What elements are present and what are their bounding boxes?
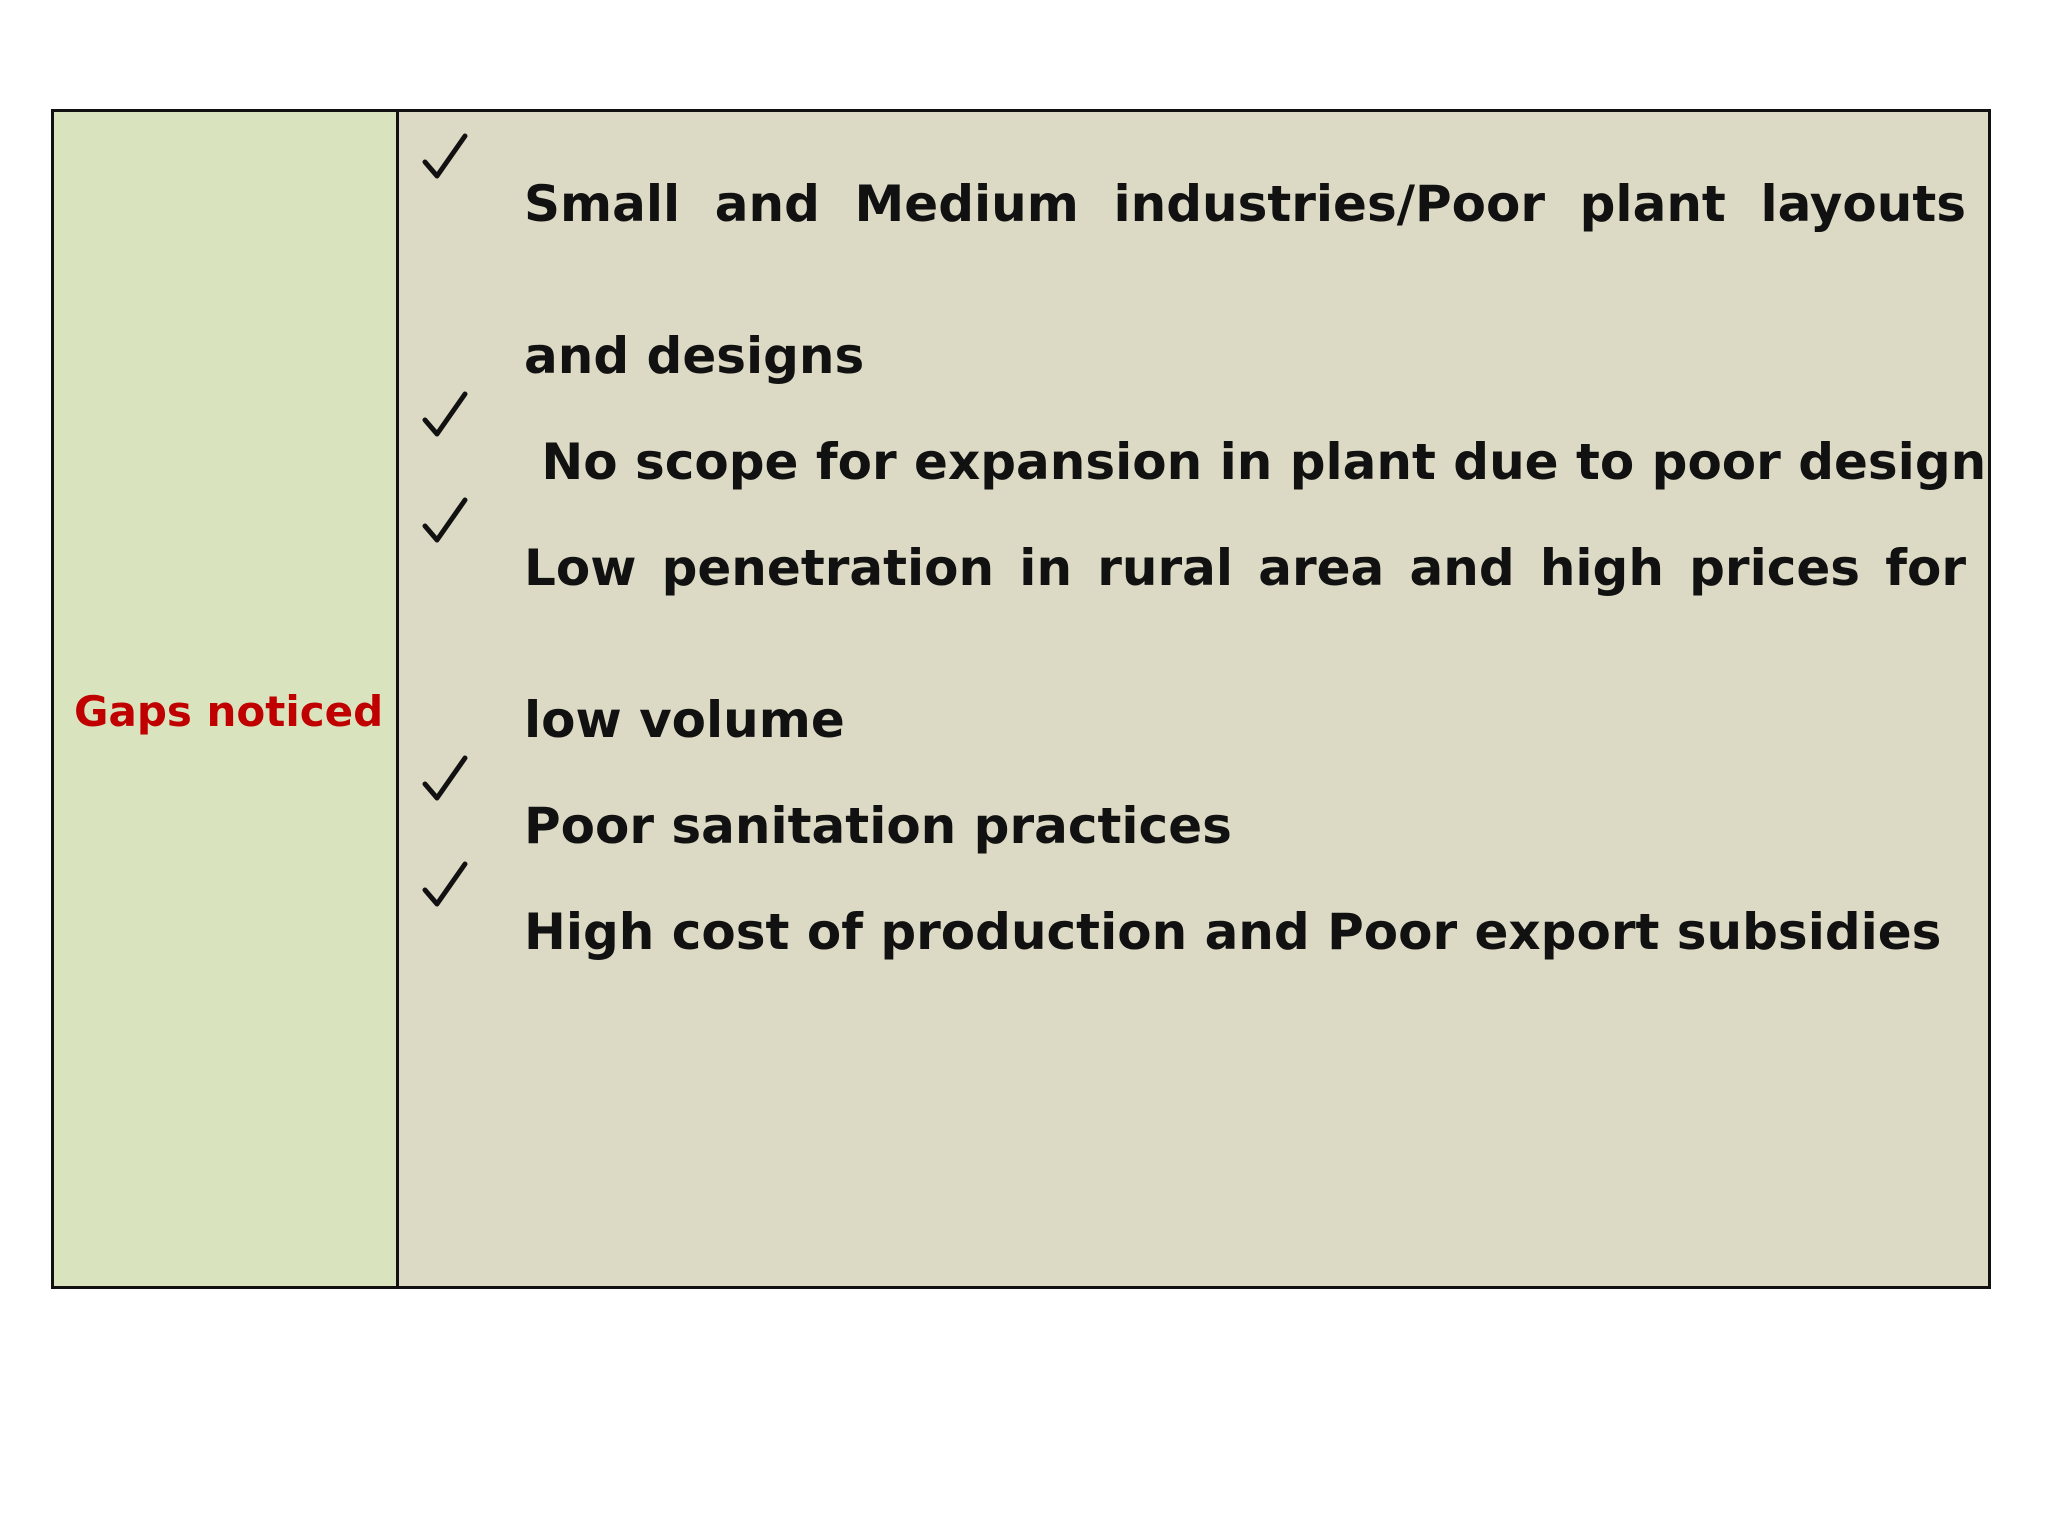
list-item-text: Small and Medium industries/Poor plant l… [524, 175, 1966, 385]
gaps-noticed-label: Gaps noticed [74, 687, 384, 736]
list-item-text: Low penetration in rural area and high p… [524, 539, 1966, 749]
list-item: High cost of production and Poor export … [399, 856, 1966, 1008]
gaps-table: Gaps noticed Small and Medium industries… [51, 109, 1991, 1289]
label-cell: Gaps noticed [54, 112, 399, 1286]
list-item-text: Poor sanitation practices [524, 797, 1232, 855]
list-item-text: No scope for expansion in plant due to p… [524, 433, 1987, 491]
list-item: No scope for expansion in plant due to p… [399, 386, 1987, 538]
list-item: Low penetration in rural area and high p… [399, 492, 1966, 796]
content-cell: Small and Medium industries/Poor plant l… [399, 112, 1988, 1286]
check-mark-icon [422, 133, 468, 179]
check-mark-icon [422, 755, 468, 801]
gaps-list: Small and Medium industries/Poor plant l… [399, 133, 1987, 1008]
list-item-text: High cost of production and Poor export … [524, 903, 1942, 961]
list-item: Poor sanitation practices [399, 750, 1966, 902]
check-mark-icon [422, 861, 468, 907]
check-mark-icon [422, 497, 468, 543]
check-mark-icon [422, 391, 468, 437]
list-item: Small and Medium industries/Poor plant l… [399, 128, 1966, 432]
